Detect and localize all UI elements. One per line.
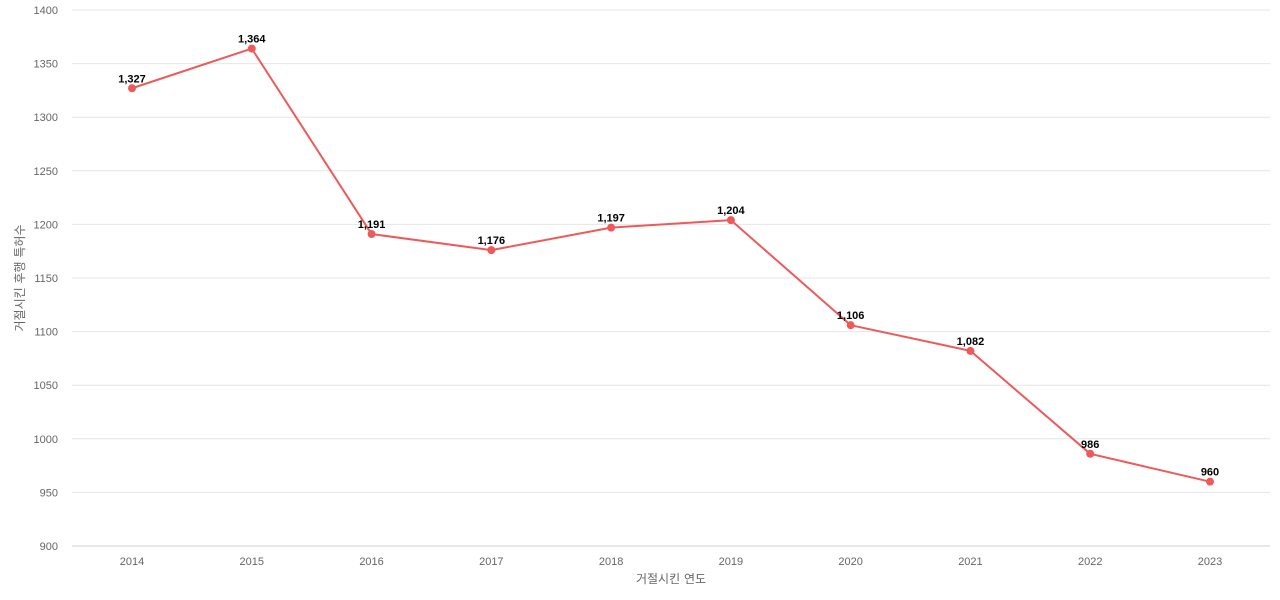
y-tick-label: 1400 (34, 5, 58, 17)
x-tick-label: 2020 (838, 556, 862, 568)
grid (72, 9, 1270, 547)
y-tick-label: 1000 (34, 434, 58, 446)
data-point[interactable] (1086, 449, 1095, 458)
y-tick-label: 1350 (34, 59, 58, 71)
data-label: 1,082 (957, 336, 985, 348)
y-tick-label: 900 (40, 541, 58, 553)
y-tick-label: 1100 (34, 327, 58, 339)
x-axis-ticks: 2014 2015 2016 2017 2018 2019 2020 2021 2022 2023 (120, 556, 1222, 568)
x-tick-label: 2018 (599, 556, 623, 568)
data-point[interactable] (966, 346, 975, 355)
data-point[interactable] (128, 84, 136, 93)
y-axis-ticks: 900 950 1000 1050 1100 1150 1200 1250 1300 1350 14… (34, 5, 58, 553)
x-tick-label: 2015 (240, 556, 264, 568)
data-point[interactable] (607, 223, 616, 232)
data-label: 986 (1081, 439, 1099, 451)
data-label: 1,364 (238, 34, 266, 46)
y-tick-label: 1050 (34, 380, 58, 392)
series-line (131, 47, 1211, 483)
x-tick-label: 2017 (479, 556, 503, 568)
data-point[interactable] (487, 246, 496, 255)
data-point[interactable] (247, 44, 256, 53)
x-tick-label: 2016 (359, 556, 383, 568)
series-layer (131, 47, 1211, 483)
points-layer (128, 44, 1214, 486)
y-axis-title: 거절시킨 후행 특허수 (12, 225, 27, 332)
x-tick-label: 2022 (1078, 556, 1102, 568)
data-point[interactable] (1206, 477, 1214, 486)
data-label: 1,197 (597, 213, 625, 225)
data-point[interactable] (846, 321, 855, 330)
x-tick-label: 2021 (958, 556, 982, 568)
data-labels: 1,327 1,364 1,191 1,176 1,197 1,204 1,106 1,082… (118, 34, 1219, 479)
x-tick-label: 2019 (719, 556, 743, 568)
data-label: 1,327 (118, 73, 146, 85)
x-tick-label: 2014 (120, 556, 144, 568)
data-label: 960 (1201, 467, 1219, 479)
data-point[interactable] (367, 230, 376, 239)
data-label: 1,191 (358, 219, 386, 231)
data-label: 1,106 (837, 310, 865, 322)
data-label: 1,204 (717, 205, 745, 217)
data-point[interactable] (726, 216, 735, 225)
y-tick-label: 1200 (34, 219, 58, 231)
y-tick-label: 950 (40, 487, 58, 499)
y-tick-label: 1250 (34, 166, 58, 178)
y-tick-label: 1150 (34, 273, 58, 285)
data-label: 1,176 (478, 235, 506, 247)
x-tick-label: 2023 (1198, 556, 1222, 568)
x-axis-title: 거절시킨 연도 (636, 572, 706, 586)
y-tick-label: 1300 (34, 112, 58, 124)
